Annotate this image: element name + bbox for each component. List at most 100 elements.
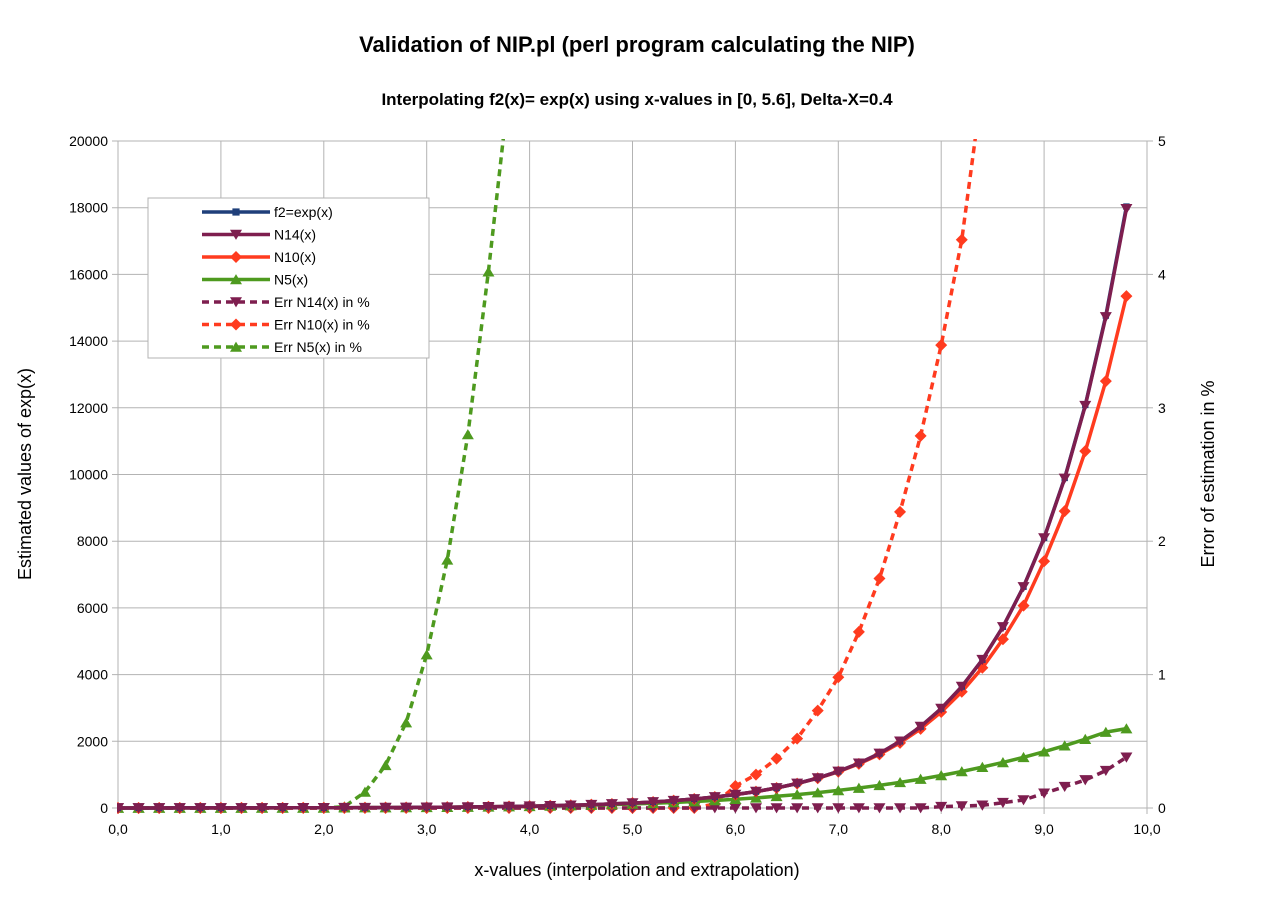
data-point (955, 766, 968, 777)
data-point (1058, 473, 1071, 484)
data-point (996, 797, 1009, 809)
data-point (379, 802, 392, 813)
data-point (749, 786, 762, 797)
data-point (996, 633, 1009, 646)
y-tick-label: 16000 (69, 266, 108, 282)
x-tick-label: 3,0 (417, 821, 437, 837)
series-line (118, 139, 977, 810)
data-point (256, 803, 269, 814)
data-point (729, 803, 742, 814)
legend-item: Err N5(x) in % (202, 339, 362, 355)
data-point (996, 622, 1009, 633)
data-point (564, 800, 577, 811)
data-point (317, 802, 330, 814)
data-point (935, 339, 948, 352)
legend-item: Err N10(x) in % (202, 317, 370, 333)
y2-tick-label: 2 (1158, 533, 1166, 549)
data-point (894, 803, 907, 814)
data-point (1120, 723, 1133, 734)
data-point (1038, 533, 1051, 544)
legend-label: Err N5(x) in % (274, 339, 362, 355)
data-point (626, 798, 639, 809)
y2-tick-label: 4 (1158, 266, 1166, 282)
x-tick-label: 7,0 (829, 821, 849, 837)
data-point (708, 803, 721, 814)
x-tick-label: 0,0 (108, 821, 128, 837)
data-point (1079, 445, 1092, 458)
data-point (832, 803, 845, 814)
y-tick-label: 14000 (69, 333, 108, 349)
legend-item: Err N14(x) in % (202, 294, 370, 310)
legend-label: Err N14(x) in % (274, 294, 370, 310)
legend-marker (230, 229, 242, 240)
legend-marker (232, 208, 240, 216)
data-point (173, 803, 186, 814)
data-point (894, 505, 907, 518)
data-point (852, 625, 865, 638)
data-point (297, 802, 310, 814)
data-point (1017, 582, 1030, 593)
data-point (770, 752, 783, 765)
data-point (873, 572, 886, 585)
data-point (132, 803, 145, 814)
series-line (118, 139, 506, 810)
data-point (832, 766, 845, 777)
data-point (852, 758, 865, 769)
data-point (914, 803, 927, 814)
data-point (358, 802, 371, 814)
x-tick-label: 8,0 (931, 821, 951, 837)
data-point (1017, 795, 1030, 806)
y-tick-label: 18000 (69, 200, 108, 216)
legend-item: N10(x) (202, 249, 316, 265)
data-point (894, 776, 907, 788)
data-point (420, 802, 433, 813)
data-point (276, 803, 289, 814)
data-point (811, 803, 824, 814)
data-point (482, 266, 495, 277)
data-point (770, 803, 783, 814)
data-point (811, 787, 824, 798)
chart-title: Validation of NIP.pl (perl program calcu… (359, 32, 915, 57)
data-point (544, 800, 557, 812)
y2-tick-label: 5 (1158, 133, 1166, 149)
data-point (852, 782, 865, 793)
data-point (955, 801, 968, 812)
x-tick-label: 5,0 (623, 821, 643, 837)
data-point (811, 704, 824, 717)
data-point (729, 779, 742, 792)
data-point (194, 803, 207, 814)
data-point (935, 801, 948, 813)
data-point (914, 721, 927, 733)
data-point (358, 786, 371, 797)
data-point (1017, 751, 1030, 763)
chart-subtitle: Interpolating f2(x)= exp(x) using x-valu… (381, 90, 893, 109)
data-point (441, 554, 454, 565)
data-point (935, 703, 948, 714)
data-point (832, 671, 845, 684)
data-point (441, 802, 454, 813)
data-point (708, 792, 721, 803)
y-tick-label: 8000 (77, 533, 108, 549)
data-point (749, 803, 762, 814)
legend-item: N5(x) (202, 272, 308, 288)
data-point (667, 795, 680, 807)
data-point (605, 799, 618, 810)
data-point (400, 802, 413, 813)
x-tick-label: 6,0 (726, 821, 746, 837)
data-point (688, 794, 701, 805)
data-point (585, 799, 598, 811)
legend-label: N5(x) (274, 272, 308, 288)
data-point (1058, 505, 1071, 518)
y-tick-label: 4000 (77, 667, 108, 683)
data-point (955, 681, 968, 692)
y-tick-label: 6000 (77, 600, 108, 616)
data-point (1058, 781, 1071, 793)
y2-tick-label: 3 (1158, 400, 1166, 416)
legend-marker (230, 274, 242, 285)
data-point (1079, 733, 1092, 744)
series-line (118, 295, 1129, 810)
data-point (1079, 400, 1092, 412)
data-point (852, 803, 865, 814)
series-layer (117, 139, 1133, 814)
data-point (770, 783, 783, 794)
